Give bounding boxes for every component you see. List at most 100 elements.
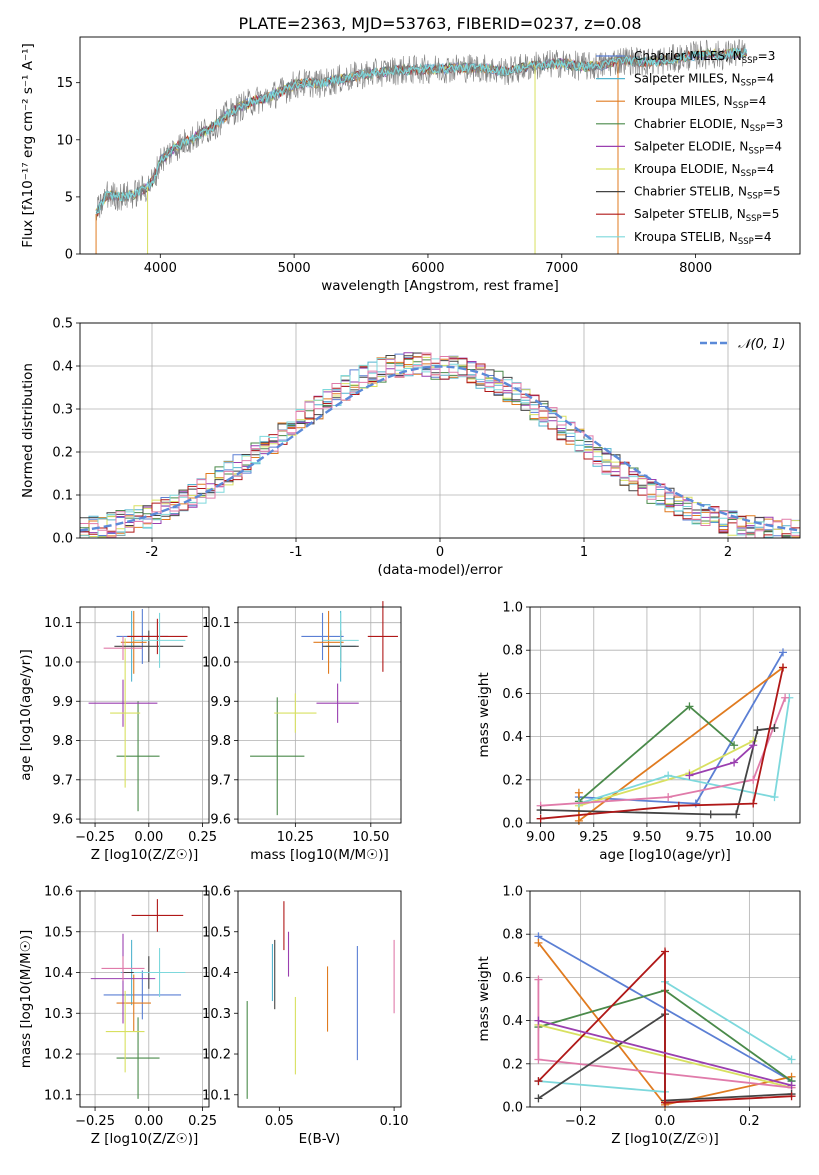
legend-entry: Kroupa MILES, NSSP=4 [634,94,766,111]
x-axis-label: mass [log10(M/M☉)] [250,847,389,863]
y-tick-label: 9.9 [210,695,231,710]
weight-point-marker [691,799,700,808]
x-tick-label: -1 [290,545,303,560]
spectrum-panel: 4000 5000 6000 7000 8000 0 5 10 15 wavelength [An… [20,36,801,294]
y-tick-label: 0.0 [502,1101,523,1116]
legend-entry: 𝒩(0, 1) [738,337,785,352]
x-tick-label: 10.25 [277,830,314,845]
weight-point-marker [706,810,715,819]
weight-series-line [537,949,792,1104]
x-tick-label: −0.25 [75,1114,115,1129]
weight-point-marker [787,1092,796,1101]
y-tick-label: 0.8 [502,644,523,659]
y-tick-label: 0.4 [502,730,523,745]
y-tick-label: 0.0 [52,532,73,547]
x-tick-label: 1 [580,545,588,560]
x-tick-label: 0.25 [188,1114,217,1129]
weight-point-marker [787,1081,796,1090]
x-tick-label: 5000 [278,261,311,276]
weight-point-marker [536,814,545,823]
weight-series-line [538,1019,792,1087]
y-tick-label: 10.1 [202,616,231,631]
normal-curve [80,365,800,532]
massweight-vs-age-panel: 9.00 9.25 9.50 9.75 10.00 0.0 0.2 0.4 0.6 0.8 1.0 a… [476,601,801,863]
x-tick-label: 9.50 [632,830,661,845]
best-model-line [95,47,748,214]
weight-point-marker [534,975,543,984]
y-tick-label: 0.4 [52,360,73,375]
weight-point-marker [534,938,543,947]
weight-point-marker [534,1055,543,1064]
y-axis-label: mass weight [476,956,492,1041]
x-tick-label: 2 [724,545,732,560]
mass-vs-metallicity-panel: −0.25 0.00 0.25 10.1 10.2 10.3 10.4 10.5 10.6 Z [… [18,885,217,1148]
weight-point-marker [787,1055,796,1064]
weight-point-marker [536,806,545,815]
y-tick-label: 0.8 [502,928,523,943]
y-tick-label: 10.0 [44,655,73,670]
legend-entry: Chabrier ELODIE, NSSP=3 [634,117,783,134]
legend-entry: Kroupa STELIB, NSSP=4 [634,230,772,247]
weight-point-marker [730,741,739,750]
axes-frame [79,890,210,1108]
weight-series-line [540,697,786,807]
y-tick-label: 15 [56,76,73,91]
x-tick-label: 4000 [144,261,177,276]
y-tick-label: 9.9 [52,695,73,710]
weight-point-marker [534,1094,543,1103]
x-tick-label: −0.2 [565,1114,597,1129]
y-tick-label: 10.0 [202,655,231,670]
y-tick-label: 10 [56,133,73,148]
y-axis-label: Normed distribution [20,363,36,498]
legend-entry: Chabrier STELIB, NSSP=5 [634,185,781,202]
weight-point-marker [732,810,741,819]
legend-entry: Chabrier MILES, NSSP=3 [634,49,775,66]
y-tick-label: 0.4 [502,1014,523,1029]
weight-point-marker [534,1016,543,1025]
y-tick-label: 10.5 [202,925,231,940]
y-tick-label: 10.2 [44,1048,73,1063]
x-tick-label: 0 [436,545,444,560]
x-tick-label: 9.00 [526,830,555,845]
y-axis-label: mass weight [476,672,492,757]
x-tick-label: 9.75 [686,830,715,845]
mass-vs-ebv-panel: 0.05 0.10 10.1 10.2 10.3 10.4 10.5 10.6 E(B-V) [202,885,409,1148]
x-tick-label: 0.10 [380,1114,409,1129]
x-axis-label: wavelength [Angstrom, rest frame] [321,278,559,294]
observed-spectrum-line [95,39,747,221]
x-tick-label: 7000 [545,261,578,276]
y-tick-label: 10.5 [44,925,73,940]
weight-point-marker [534,1077,543,1086]
y-tick-label: 0.2 [502,1057,523,1072]
y-tick-label: 10.1 [44,1088,73,1103]
y-tick-label: 10.1 [202,1088,231,1103]
y-axis-label: age [log10(age/yr)] [18,649,34,781]
x-tick-label: 0.2 [739,1114,760,1129]
axes-frame [79,606,210,824]
y-tick-label: 9.6 [210,813,231,828]
axes-frame [79,36,801,255]
weight-point-marker [730,758,739,767]
x-tick-label: 0.0 [655,1114,676,1129]
y-axis-label: Flux [fλ10⁻¹⁷ erg cm⁻² s⁻¹ A⁻¹] [20,43,36,248]
y-tick-label: 10.4 [202,966,231,981]
weight-point-marker [661,1098,669,1107]
y-tick-label: 0.1 [52,489,73,504]
y-tick-label: 0.6 [502,971,523,986]
axes-frame [237,606,402,824]
y-tick-label: 0.2 [502,773,523,788]
weight-series-line [540,667,784,820]
y-tick-label: 10.6 [202,885,231,900]
y-tick-label: 0.5 [52,317,73,332]
axes-frame [529,890,801,1108]
x-axis-label: Z [log10(Z/Z☉)] [91,847,199,863]
y-tick-label: 0.3 [52,403,73,418]
weight-point-marker [574,816,583,825]
x-tick-label: 8000 [679,261,712,276]
legend-entry: Salpeter ELODIE, NSSP=4 [634,139,782,156]
weight-point-marker [778,663,787,672]
y-tick-label: 0.0 [502,817,523,832]
age-vs-metallicity-panel: −0.25 0.00 0.25 9.6 9.7 9.8 9.9 10.0 10.1 Z [log1… [18,606,217,863]
x-tick-label: 6000 [411,261,444,276]
